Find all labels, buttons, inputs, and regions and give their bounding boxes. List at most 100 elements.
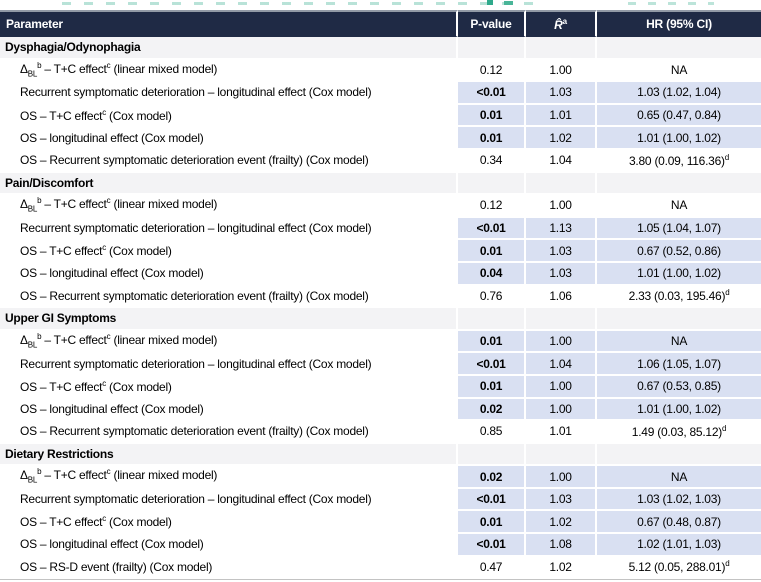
- parameter-cell: ΔBLb – T+C effectc (linear mixed model): [0, 59, 458, 83]
- r-hat-cell: 1.02: [526, 556, 597, 580]
- table-row: OS – longitudinal effect (Cox model) 0.02…: [0, 398, 761, 422]
- p-value-cell: 0.47: [458, 556, 526, 580]
- col-header-parameter: Parameter: [0, 10, 458, 37]
- hr-ci-cell: 0.67 (0.52, 0.86): [597, 240, 761, 263]
- r-hat-cell: 1.00: [526, 59, 597, 83]
- parameter-cell: Recurrent symptomatic deterioration – lo…: [0, 217, 458, 241]
- section-fill-cell: [597, 308, 761, 331]
- hr-ci-cell: 1.06 (1.05, 1.07): [597, 353, 761, 376]
- parameter-cell: OS – Recurrent symptomatic deterioration…: [0, 285, 458, 309]
- p-value-cell: 0.12: [458, 195, 526, 218]
- subscript: BL: [27, 69, 38, 79]
- p-value-cell: 0.12: [458, 59, 526, 83]
- p-value-cell: 0.01: [458, 375, 526, 399]
- hr-ci-cell: 1.01 (1.00, 1.02): [597, 262, 761, 286]
- clipped-title-fragment: [62, 2, 534, 5]
- parameter-cell: Recurrent symptomatic deterioration – lo…: [0, 353, 458, 376]
- r-hat-cell: 1.00: [526, 398, 597, 422]
- clipped-title-fragment: [504, 1, 513, 5]
- results-table: Parameter P-value R̂a HR (95% CI) Dyspha…: [0, 10, 761, 581]
- parameter-cell: OS – longitudinal effect (Cox model): [0, 262, 458, 286]
- parameter-cell: OS – RS-D event (frailty) (Cox model): [0, 556, 458, 580]
- r-hat-cell: 1.03: [526, 262, 597, 286]
- table-row: ΔBLb – T+C effectc (linear mixed model) 0…: [0, 195, 761, 218]
- table-row: OS – T+C effectc (Cox model) 0.01 1.03 0.67…: [0, 240, 761, 263]
- section-fill-cell: [526, 443, 597, 467]
- p-value-cell: 0.02: [458, 398, 526, 422]
- r-hat-cell: 1.13: [526, 217, 597, 241]
- parameter-cell: OS – T+C effectc (Cox model): [0, 240, 458, 263]
- footnote-marker: b: [37, 196, 42, 206]
- subscript: BL: [27, 475, 38, 485]
- col-header-p-value: P-value: [458, 10, 526, 37]
- section-fill-cell: [597, 172, 761, 196]
- section-fill-cell: [597, 37, 761, 60]
- parameter-cell: OS – Recurrent symptomatic deterioration…: [0, 149, 458, 173]
- hr-ci-cell: 1.01 (1.00, 1.02): [597, 398, 761, 422]
- hr-ci-cell: NA: [597, 330, 761, 354]
- hr-ci-cell: 1.03 (1.02, 1.04): [597, 82, 761, 105]
- table-row: Recurrent symptomatic deterioration – lo…: [0, 353, 761, 376]
- subscript: BL: [27, 340, 38, 350]
- footnote-marker: c: [102, 107, 106, 117]
- parameter-cell: OS – T+C effectc (Cox model): [0, 104, 458, 128]
- section-title: Upper GI Symptoms: [0, 308, 458, 331]
- r-hat-cell: 1.02: [526, 127, 597, 150]
- table-row: ΔBLb – T+C effectc (linear mixed model) 0…: [0, 466, 761, 489]
- p-value-cell: 0.85: [458, 421, 526, 444]
- p-value-cell: 0.34: [458, 149, 526, 173]
- section-title: Pain/Discomfort: [0, 172, 458, 196]
- p-value-cell: 0.01: [458, 240, 526, 263]
- p-value-cell: 0.04: [458, 262, 526, 286]
- section-fill-cell: [526, 37, 597, 60]
- p-value-cell: <0.01: [458, 82, 526, 105]
- section-row: Pain/Discomfort: [0, 172, 761, 196]
- p-value-cell: <0.01: [458, 353, 526, 376]
- section-row: Dietary Restrictions: [0, 443, 761, 467]
- section-title: Dietary Restrictions: [0, 443, 458, 467]
- r-hat-cell: 1.00: [526, 375, 597, 399]
- r-hat-cell: 1.01: [526, 104, 597, 128]
- table-row: OS – T+C effectc (Cox model) 0.01 1.00 0.67…: [0, 375, 761, 399]
- section-fill-cell: [597, 443, 761, 467]
- footnote-marker: b: [37, 467, 42, 477]
- table-row: OS – Recurrent symptomatic deterioration…: [0, 421, 761, 444]
- parameter-cell: ΔBLb – T+C effectc (linear mixed model): [0, 466, 458, 489]
- footnote-marker: b: [37, 60, 42, 70]
- r-hat-cell: 1.02: [526, 511, 597, 535]
- p-value-cell: 0.01: [458, 127, 526, 150]
- r-hat-cell: 1.03: [526, 82, 597, 105]
- hr-ci-cell: 1.03 (1.02, 1.03): [597, 488, 761, 512]
- section-row: Dysphagia/Odynophagia: [0, 37, 761, 60]
- section-fill-cell: [458, 37, 526, 60]
- table-row: OS – T+C effectc (Cox model) 0.01 1.01 0.65…: [0, 104, 761, 128]
- table-row: Recurrent symptomatic deterioration – lo…: [0, 82, 761, 105]
- parameter-cell: OS – longitudinal effect (Cox model): [0, 398, 458, 422]
- table-row: OS – longitudinal effect (Cox model) <0.0…: [0, 534, 761, 557]
- hr-ci-cell: NA: [597, 466, 761, 489]
- parameter-cell: ΔBLb – T+C effectc (linear mixed model): [0, 195, 458, 218]
- p-value-cell: 0.76: [458, 285, 526, 309]
- section-title: Dysphagia/Odynophagia: [0, 37, 458, 60]
- footnote-marker: d: [724, 152, 729, 162]
- table-row: OS – T+C effectc (Cox model) 0.01 1.02 0.67…: [0, 511, 761, 535]
- r-hat-cell: 1.01: [526, 421, 597, 444]
- footnote-marker: c: [102, 378, 106, 388]
- parameter-cell: OS – T+C effectc (Cox model): [0, 511, 458, 535]
- col-header-hr: HR (95% CI): [597, 10, 761, 37]
- col-header-r-hat: R̂a: [526, 10, 597, 37]
- r-hat-symbol: R̂: [554, 17, 563, 32]
- parameter-cell: ΔBLb – T+C effectc (linear mixed model): [0, 330, 458, 354]
- hr-ci-cell: 0.67 (0.53, 0.85): [597, 375, 761, 399]
- hr-ci-cell: 1.49 (0.03, 85.12)d: [597, 421, 761, 444]
- footnote-marker: b: [37, 331, 42, 341]
- p-value-cell: <0.01: [458, 488, 526, 512]
- table-row: ΔBLb – T+C effectc (linear mixed model) 0…: [0, 59, 761, 83]
- hr-ci-cell: 0.67 (0.48, 0.87): [597, 511, 761, 535]
- parameter-cell: OS – Recurrent symptomatic deterioration…: [0, 421, 458, 444]
- footnote-marker: d: [725, 559, 730, 569]
- r-hat-cell: 1.00: [526, 330, 597, 354]
- hr-ci-cell: 3.80 (0.09, 116.36)d: [597, 149, 761, 173]
- hr-ci-cell: NA: [597, 59, 761, 83]
